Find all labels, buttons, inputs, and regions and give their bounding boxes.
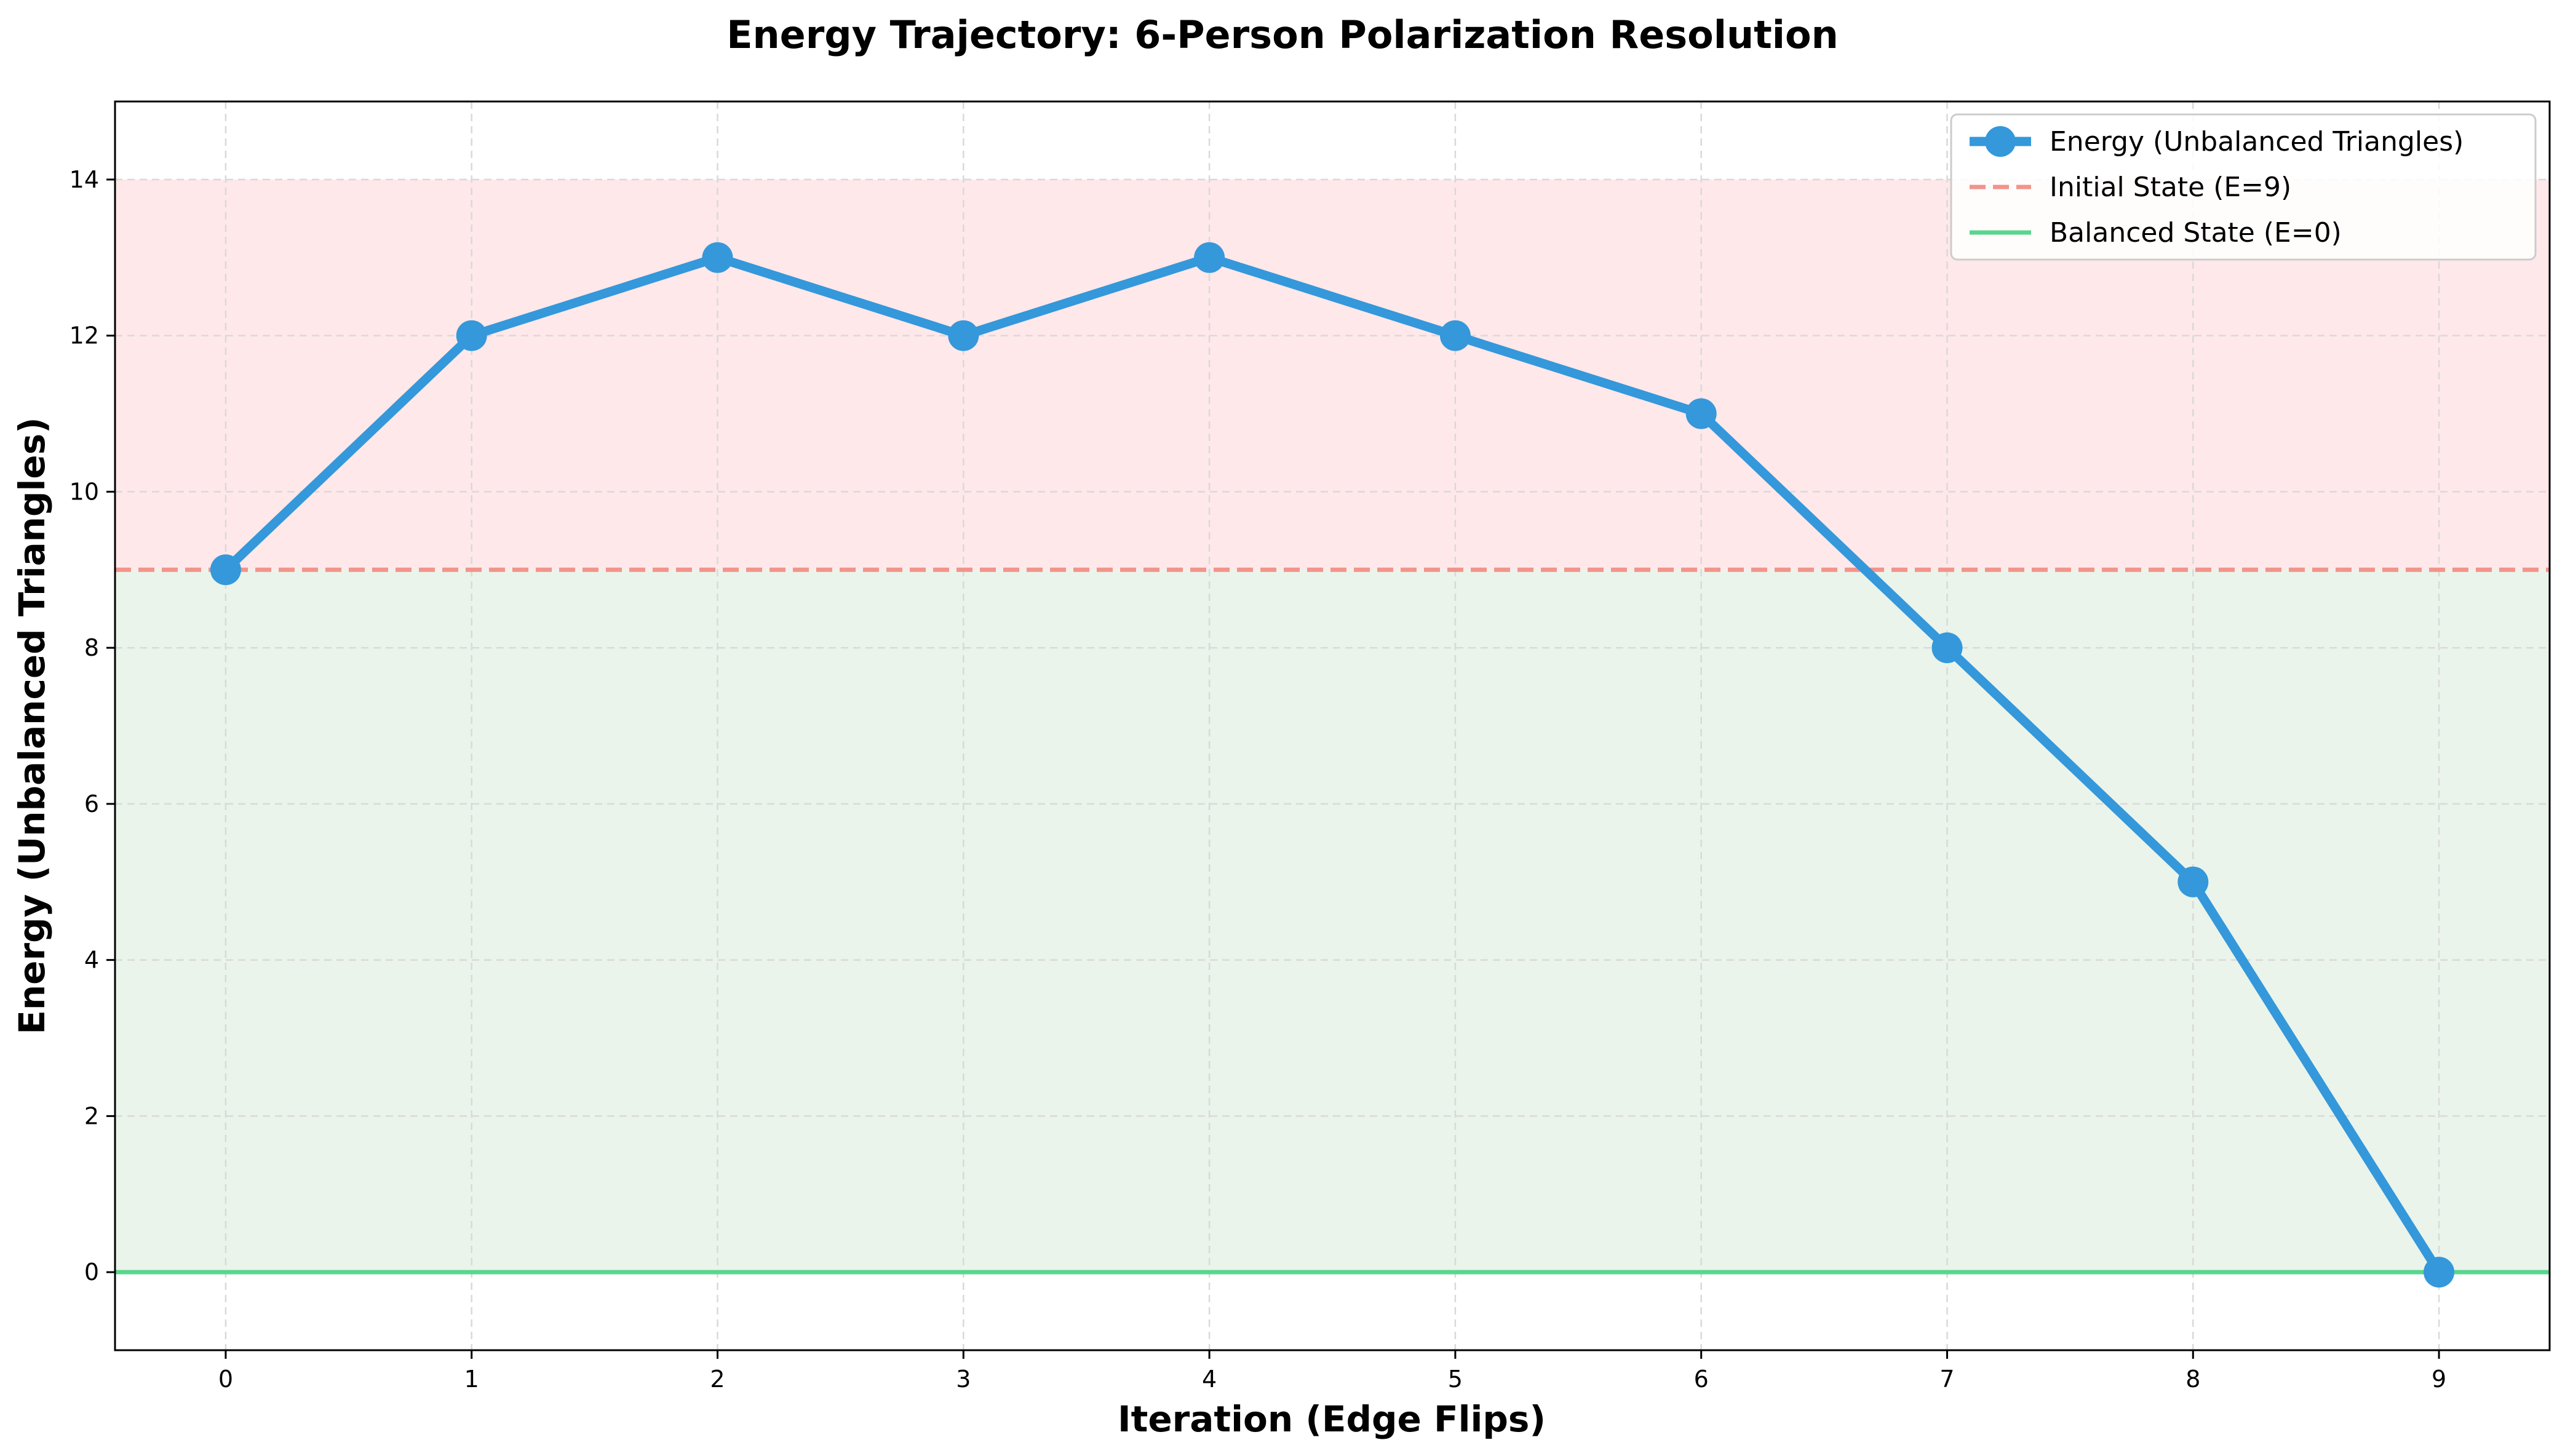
legend-label-2: Balanced State (E=0) xyxy=(2050,217,2342,249)
x-tick-label-3: 3 xyxy=(956,1366,971,1393)
x-tick-label-7: 7 xyxy=(1939,1366,1954,1393)
reference-lines xyxy=(115,567,2550,1275)
x-tick-label-9: 9 xyxy=(2432,1366,2446,1393)
x-tick-label-8: 8 xyxy=(2185,1366,2200,1393)
plot-area-border xyxy=(114,100,2551,1351)
y-tick-label-4: 8 xyxy=(84,634,99,661)
y-axis-label: Energy (Unbalanced Triangles) xyxy=(11,417,53,1035)
y-tick-label-2: 4 xyxy=(84,947,99,974)
data-point-6 xyxy=(1685,398,1717,429)
y-tick-label-7: 14 xyxy=(70,166,99,193)
data-point-8 xyxy=(2177,866,2209,897)
data-point-2 xyxy=(702,242,733,273)
plot-frame xyxy=(114,100,2551,1351)
legend-box xyxy=(1950,113,2537,261)
legend-marker-0 xyxy=(1985,126,2016,157)
legend-label-0: Energy (Unbalanced Triangles) xyxy=(2050,126,2464,157)
region-band-1 xyxy=(115,570,2550,1273)
grid-lines xyxy=(115,101,2550,1350)
y-tick-label-0: 0 xyxy=(84,1259,99,1286)
x-tick-label-0: 0 xyxy=(218,1366,233,1393)
x-tick-label-1: 1 xyxy=(464,1366,479,1393)
data-point-5 xyxy=(1439,320,1471,351)
y-axis-ticks: 0 2 4 6 8 10 12 14 xyxy=(70,166,115,1286)
data-point-1 xyxy=(456,320,487,351)
chart-title: Energy Trajectory: 6-Person Polarization… xyxy=(726,12,1839,57)
legend: Energy (Unbalanced Triangles) Initial Sta… xyxy=(1950,113,2537,261)
legend-label-1: Initial State (E=9) xyxy=(2050,172,2291,203)
x-tick-label-5: 5 xyxy=(1448,1366,1463,1393)
y-tick-label-1: 2 xyxy=(84,1102,99,1129)
data-point-0 xyxy=(210,554,241,586)
x-tick-label-6: 6 xyxy=(1694,1366,1709,1393)
data-point-4 xyxy=(1194,242,1225,273)
x-tick-label-2: 2 xyxy=(710,1366,725,1393)
data-point-9 xyxy=(2424,1257,2455,1288)
data-series xyxy=(210,242,2455,1288)
y-tick-label-3: 6 xyxy=(84,790,99,818)
x-axis-ticks: 0 1 2 3 4 5 6 7 8 9 xyxy=(218,1350,2446,1393)
x-tick-label-4: 4 xyxy=(1202,1366,1217,1393)
data-point-3 xyxy=(948,320,979,351)
series-line-0 xyxy=(221,253,2444,1277)
y-tick-label-5: 10 xyxy=(70,478,99,505)
x-axis-label: Iteration (Edge Flips) xyxy=(1118,1398,1546,1440)
data-point-7 xyxy=(1931,632,1963,664)
y-tick-label-6: 12 xyxy=(70,322,99,349)
